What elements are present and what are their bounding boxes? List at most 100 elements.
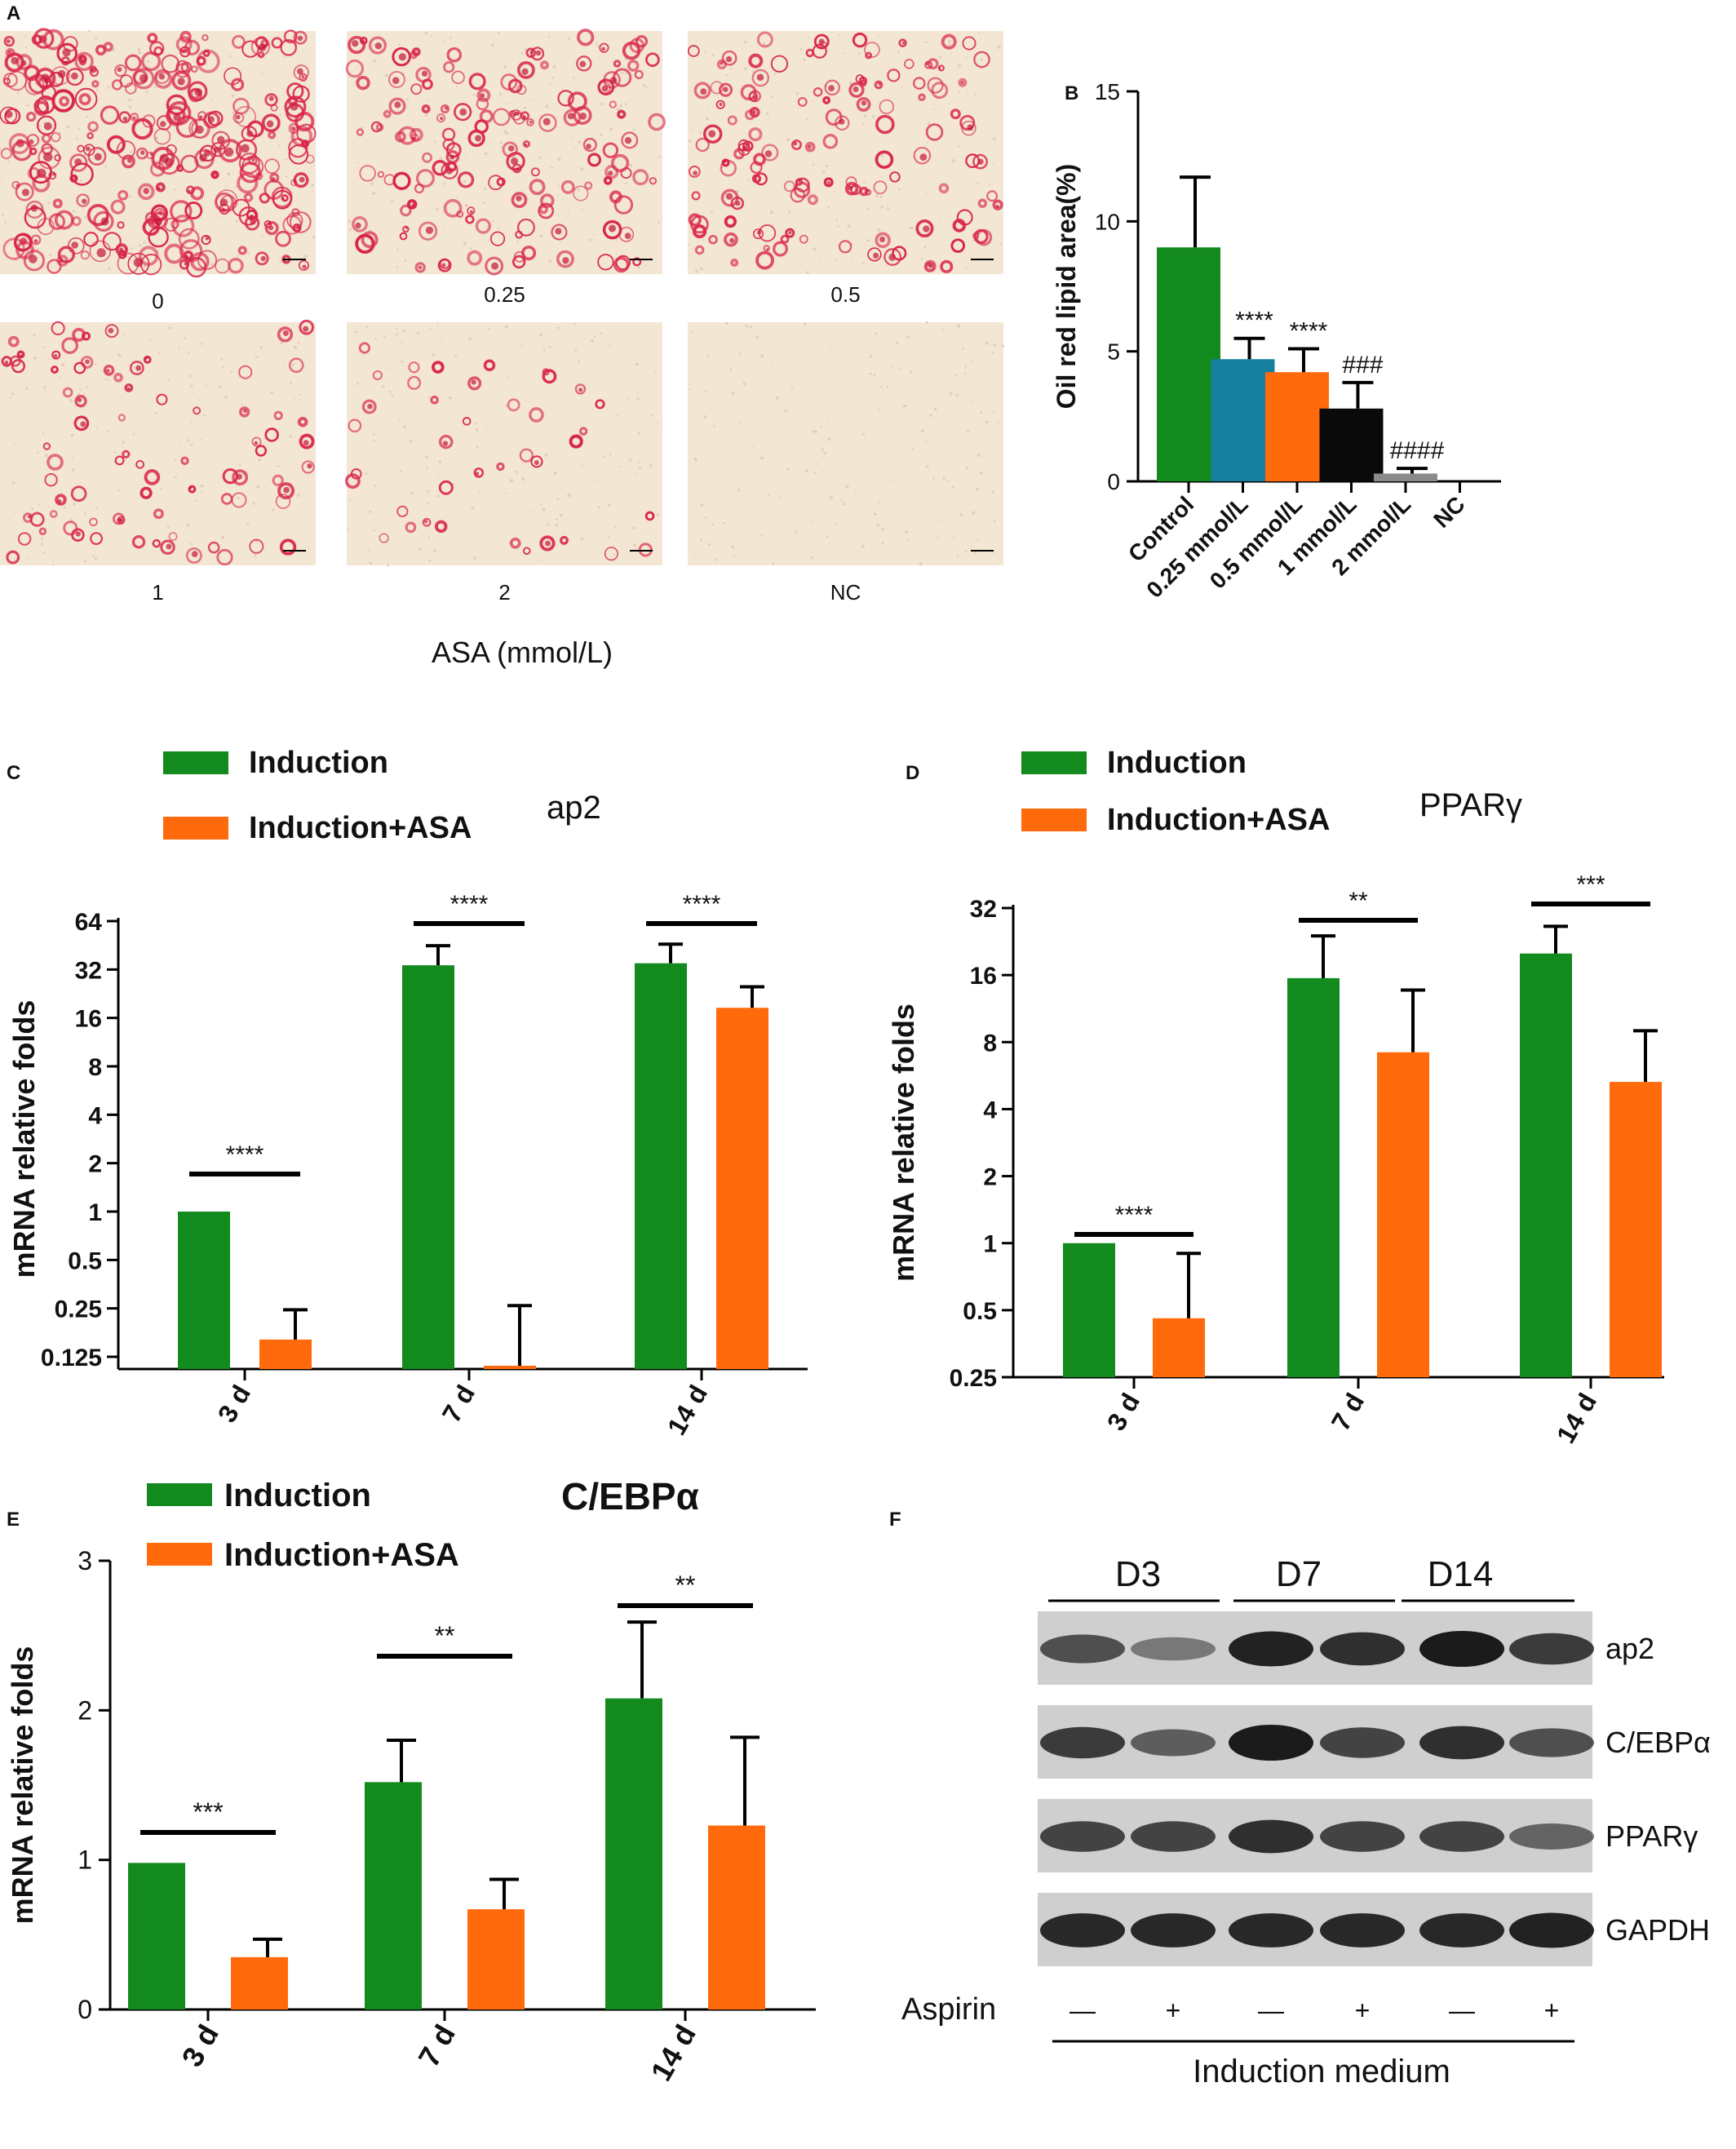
- speckle: [280, 341, 283, 344]
- speckle: [636, 376, 638, 379]
- significance-label: ####: [1390, 437, 1445, 464]
- lipid-droplet: [629, 38, 645, 54]
- speckle: [130, 150, 133, 153]
- speckle: [869, 372, 872, 375]
- lipid-droplet: [119, 74, 133, 88]
- lipid-droplet: [280, 39, 298, 56]
- lipid-droplet: [289, 211, 312, 233]
- speckle: [638, 467, 642, 470]
- speckle: [549, 82, 551, 86]
- speckle: [70, 433, 74, 437]
- speckle: [405, 98, 410, 101]
- speckle: [826, 164, 829, 167]
- speckle: [976, 538, 979, 541]
- speckle: [644, 264, 646, 267]
- bar-induction-asa: [716, 1008, 768, 1369]
- lipid-droplet: [0, 106, 18, 125]
- lipid-droplet: [184, 39, 201, 55]
- speckle: [210, 263, 214, 267]
- lipid-droplet: [388, 97, 406, 115]
- blot-band: [1131, 1913, 1216, 1947]
- speckle: [364, 413, 365, 414]
- lipid-droplet-core: [54, 354, 58, 358]
- speckle: [966, 429, 970, 432]
- speckle: [826, 534, 829, 538]
- bar-induction: [1520, 953, 1572, 1377]
- lipid-droplet-core: [444, 106, 448, 110]
- lipid-droplet: [408, 361, 420, 374]
- lipid-droplet: [16, 350, 25, 359]
- bar: [1211, 359, 1275, 481]
- lipid-droplet-core: [424, 520, 428, 524]
- lipid-droplet-core: [64, 60, 69, 64]
- lipid-droplet-core: [217, 135, 225, 144]
- speckle: [383, 335, 386, 338]
- y-axis-label: Oil red lipid area(%): [1052, 164, 1081, 410]
- speckle: [108, 380, 110, 382]
- lipid-droplet-core: [208, 116, 215, 123]
- lipid-droplet: [17, 532, 32, 546]
- speckle: [369, 561, 373, 565]
- lipid-droplet: [855, 74, 865, 83]
- bar-induction: [178, 1212, 230, 1369]
- lipid-droplet: [87, 146, 107, 166]
- lipid-droplet: [649, 176, 658, 185]
- lipid-droplet: [462, 417, 472, 426]
- micrograph-label: 0: [152, 289, 163, 313]
- speckle: [86, 386, 89, 388]
- speckle: [403, 425, 406, 429]
- lipid-droplet: [264, 93, 278, 107]
- speckle: [733, 555, 736, 557]
- lipid-droplet: [57, 246, 76, 264]
- speckle: [649, 464, 653, 467]
- speckle: [261, 71, 264, 73]
- speckle: [356, 67, 358, 69]
- lipid-droplet: [852, 32, 868, 48]
- lipid-droplet-core: [798, 179, 802, 183]
- speckle: [985, 420, 989, 424]
- speckle: [484, 187, 487, 190]
- speckle: [574, 348, 578, 352]
- speckle: [443, 182, 446, 185]
- lipid-droplet: [432, 159, 449, 176]
- speckle: [160, 488, 162, 490]
- lipid-droplet-core: [578, 388, 583, 392]
- lipid-droplet: [24, 64, 40, 82]
- speckle: [497, 227, 500, 230]
- speckle: [467, 47, 470, 49]
- speckle: [354, 330, 357, 334]
- speckle: [938, 215, 941, 218]
- lipid-droplet: [5, 47, 16, 58]
- lipid-droplet-core: [178, 166, 181, 170]
- lipid-droplet: [6, 550, 20, 565]
- lipid-droplet: [414, 184, 424, 194]
- speckle: [194, 499, 197, 503]
- speckle: [299, 393, 302, 396]
- lipid-droplet: [197, 250, 218, 270]
- lipid-droplet-core: [43, 122, 52, 131]
- lipid-droplet: [918, 93, 926, 101]
- speckle: [38, 503, 41, 506]
- speckle: [155, 137, 158, 140]
- lipid-droplet-core: [30, 204, 38, 212]
- lipid-droplet: [754, 172, 768, 186]
- speckle: [632, 526, 636, 530]
- lipid-droplet: [297, 416, 308, 428]
- lipid-droplet: [961, 120, 976, 136]
- lipid-droplet: [170, 200, 193, 223]
- speckle: [468, 337, 472, 341]
- lipid-droplet: [392, 47, 411, 67]
- lipid-droplet: [228, 257, 244, 274]
- lipid-droplet-core: [421, 70, 428, 77]
- speckle: [739, 422, 742, 424]
- speckle: [729, 368, 733, 371]
- lipid-droplet: [438, 434, 454, 450]
- y-tick-label: 4: [88, 1102, 102, 1129]
- speckle: [656, 423, 658, 425]
- y-tick-label: 10: [1095, 209, 1120, 234]
- speckle: [284, 433, 286, 436]
- speckle: [76, 137, 78, 140]
- lipid-droplet: [613, 256, 630, 273]
- lipid-droplet: [175, 36, 193, 53]
